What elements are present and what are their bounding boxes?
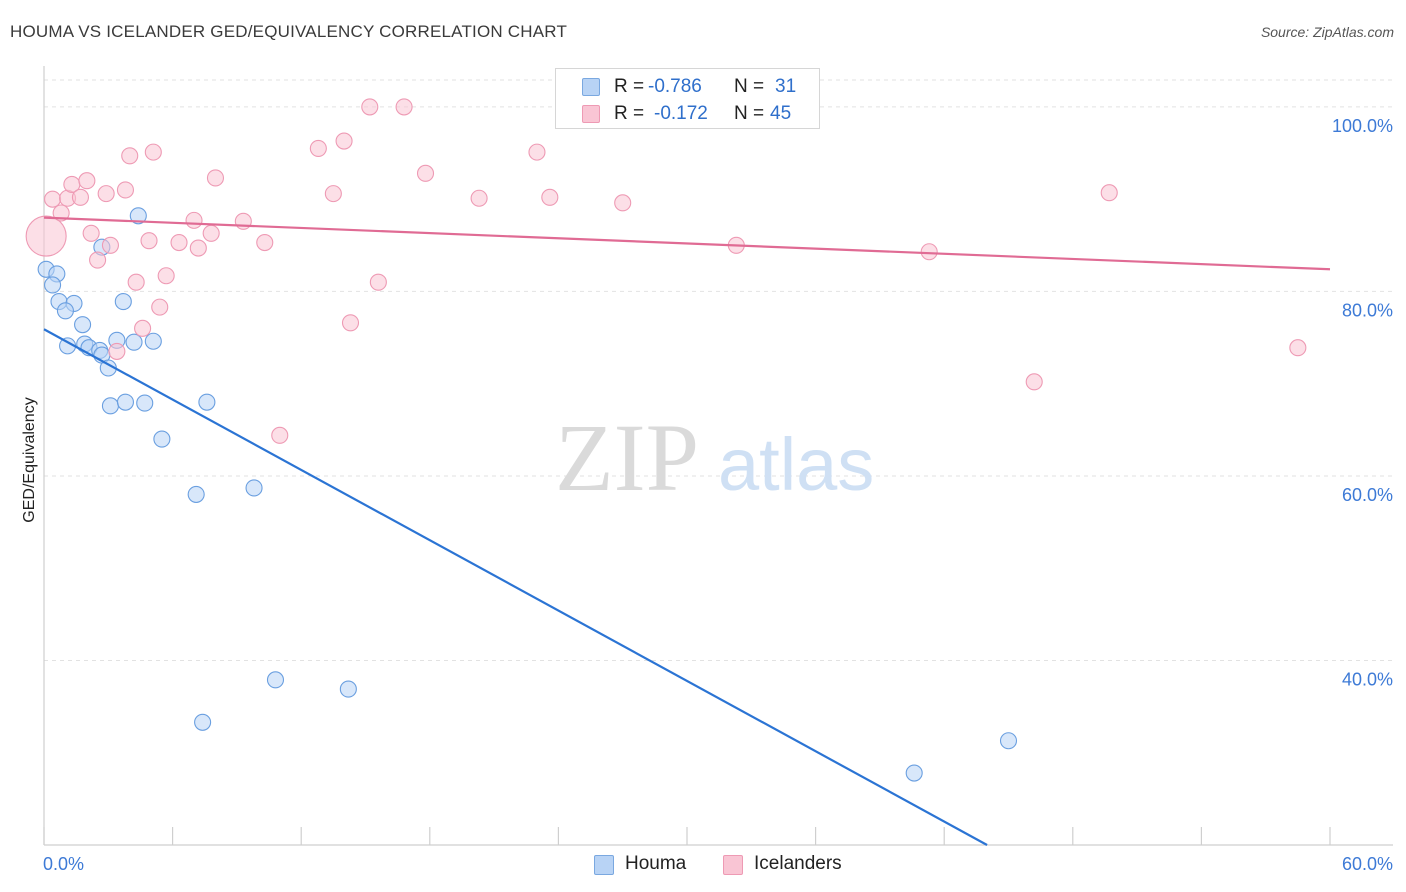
houma-point	[129, 207, 147, 225]
icelanders-point	[369, 273, 387, 291]
houma-point	[44, 276, 62, 294]
icelanders-point	[140, 232, 158, 250]
houma-swatch	[582, 78, 600, 96]
axes-layer	[43, 66, 1393, 846]
icelanders-point	[256, 233, 274, 252]
icelanders-point	[25, 215, 67, 257]
icelanders-point	[52, 204, 70, 222]
houma-point	[101, 397, 119, 415]
r-label: R =	[614, 103, 645, 124]
y-tick-label: 40.0%	[1342, 669, 1393, 689]
icelanders-legend-swatch	[723, 855, 743, 875]
icelanders-point	[416, 164, 435, 182]
y-axis-label: GED/Equivalency	[21, 397, 38, 523]
icelanders-swatch	[582, 105, 600, 123]
icelanders-point	[1289, 339, 1307, 357]
icelanders-point	[528, 143, 546, 161]
icelanders-point	[202, 224, 220, 242]
icelanders-point	[361, 98, 379, 116]
icelanders-point	[71, 188, 89, 206]
chart-title: HOUMA VS ICELANDER GED/EQUIVALENCY CORRE…	[10, 22, 568, 41]
houma-legend-swatch	[594, 855, 614, 875]
icelanders-point	[185, 211, 203, 229]
icelanders-point	[151, 298, 169, 316]
icelanders-point	[614, 194, 632, 212]
icelanders-point	[395, 98, 413, 116]
r-value: -0.172	[654, 103, 708, 124]
houma-point	[187, 485, 205, 503]
icelanders-point	[101, 236, 119, 254]
houma-point	[136, 394, 154, 412]
icelanders-point	[121, 147, 139, 165]
grid-layer	[44, 79, 1393, 661]
houma-point	[266, 671, 285, 689]
icelanders-legend-label: Icelanders	[754, 853, 842, 874]
n-value: 45	[770, 103, 792, 124]
icelanders-point	[108, 342, 126, 360]
icelanders-point	[335, 132, 353, 150]
icelanders-point	[82, 224, 100, 242]
icelanders-point	[470, 189, 488, 207]
houma-point	[153, 430, 171, 448]
n-value: 31	[775, 76, 797, 97]
watermark: ZIP atlas	[555, 404, 874, 511]
houma-point	[194, 713, 212, 731]
legend-row-icelanders: R = -0.172 N = 45	[556, 101, 819, 127]
houma-point	[114, 293, 132, 311]
icelanders-point	[170, 233, 188, 252]
y-tick-label: 100.0%	[1332, 116, 1393, 136]
houma-point	[999, 732, 1018, 750]
icelanders-point	[1100, 184, 1118, 202]
n-label: N =	[734, 103, 765, 124]
icelanders-point	[309, 139, 327, 157]
watermark-zip: ZIP	[555, 404, 699, 511]
icelanders-point	[97, 185, 115, 203]
stats-legend: R = -0.786 N = 31 R = -0.172 N = 45	[555, 68, 820, 129]
icelanders-point	[189, 239, 207, 257]
r-value: -0.786	[648, 76, 702, 97]
icelanders-point	[144, 143, 162, 161]
icelanders-point	[89, 251, 107, 269]
x-tick-label: 60.0%	[1342, 854, 1393, 874]
icelanders-point	[324, 185, 342, 203]
icelanders-point	[78, 172, 96, 190]
y-tick-label: 80.0%	[1342, 300, 1393, 320]
icelanders-point	[541, 188, 559, 206]
source-label: Source: ZipAtlas.com	[1260, 24, 1394, 40]
houma-point	[144, 332, 162, 350]
icelanders-point	[116, 181, 134, 199]
icelanders-point	[920, 243, 938, 261]
houma-point	[74, 316, 92, 334]
icelanders-point	[1025, 373, 1043, 391]
houma-point	[198, 393, 216, 411]
houma-point	[116, 393, 134, 411]
icelanders-point	[341, 314, 360, 332]
x-tick-label: 0.0%	[43, 854, 84, 874]
points-layer	[25, 98, 1307, 782]
houma-point	[56, 302, 74, 320]
houma-point	[245, 479, 263, 497]
houma-point	[339, 680, 357, 698]
tick-labels: 40.0% 60.0% 80.0% 100.0% 0.0% 60.0%	[43, 116, 1393, 874]
legend-row-houma: R = -0.786 N = 31	[556, 74, 819, 100]
icelanders-point	[44, 190, 62, 208]
houma-legend-label: Houma	[625, 853, 687, 874]
icelanders-point	[134, 319, 152, 337]
houma-point	[905, 764, 923, 782]
y-tick-label: 60.0%	[1342, 485, 1393, 505]
icelanders-trend-line	[43, 216, 1331, 271]
trend-layer	[43, 216, 1331, 846]
icelanders-point	[271, 426, 289, 444]
watermark-atlas: atlas	[718, 423, 874, 506]
icelanders-point	[206, 169, 225, 187]
n-label: N =	[734, 76, 765, 97]
houma-trend-line	[43, 328, 988, 846]
r-label: R =	[614, 76, 645, 97]
houma-point	[125, 333, 143, 351]
icelanders-point	[157, 267, 175, 285]
icelanders-point	[127, 273, 145, 291]
